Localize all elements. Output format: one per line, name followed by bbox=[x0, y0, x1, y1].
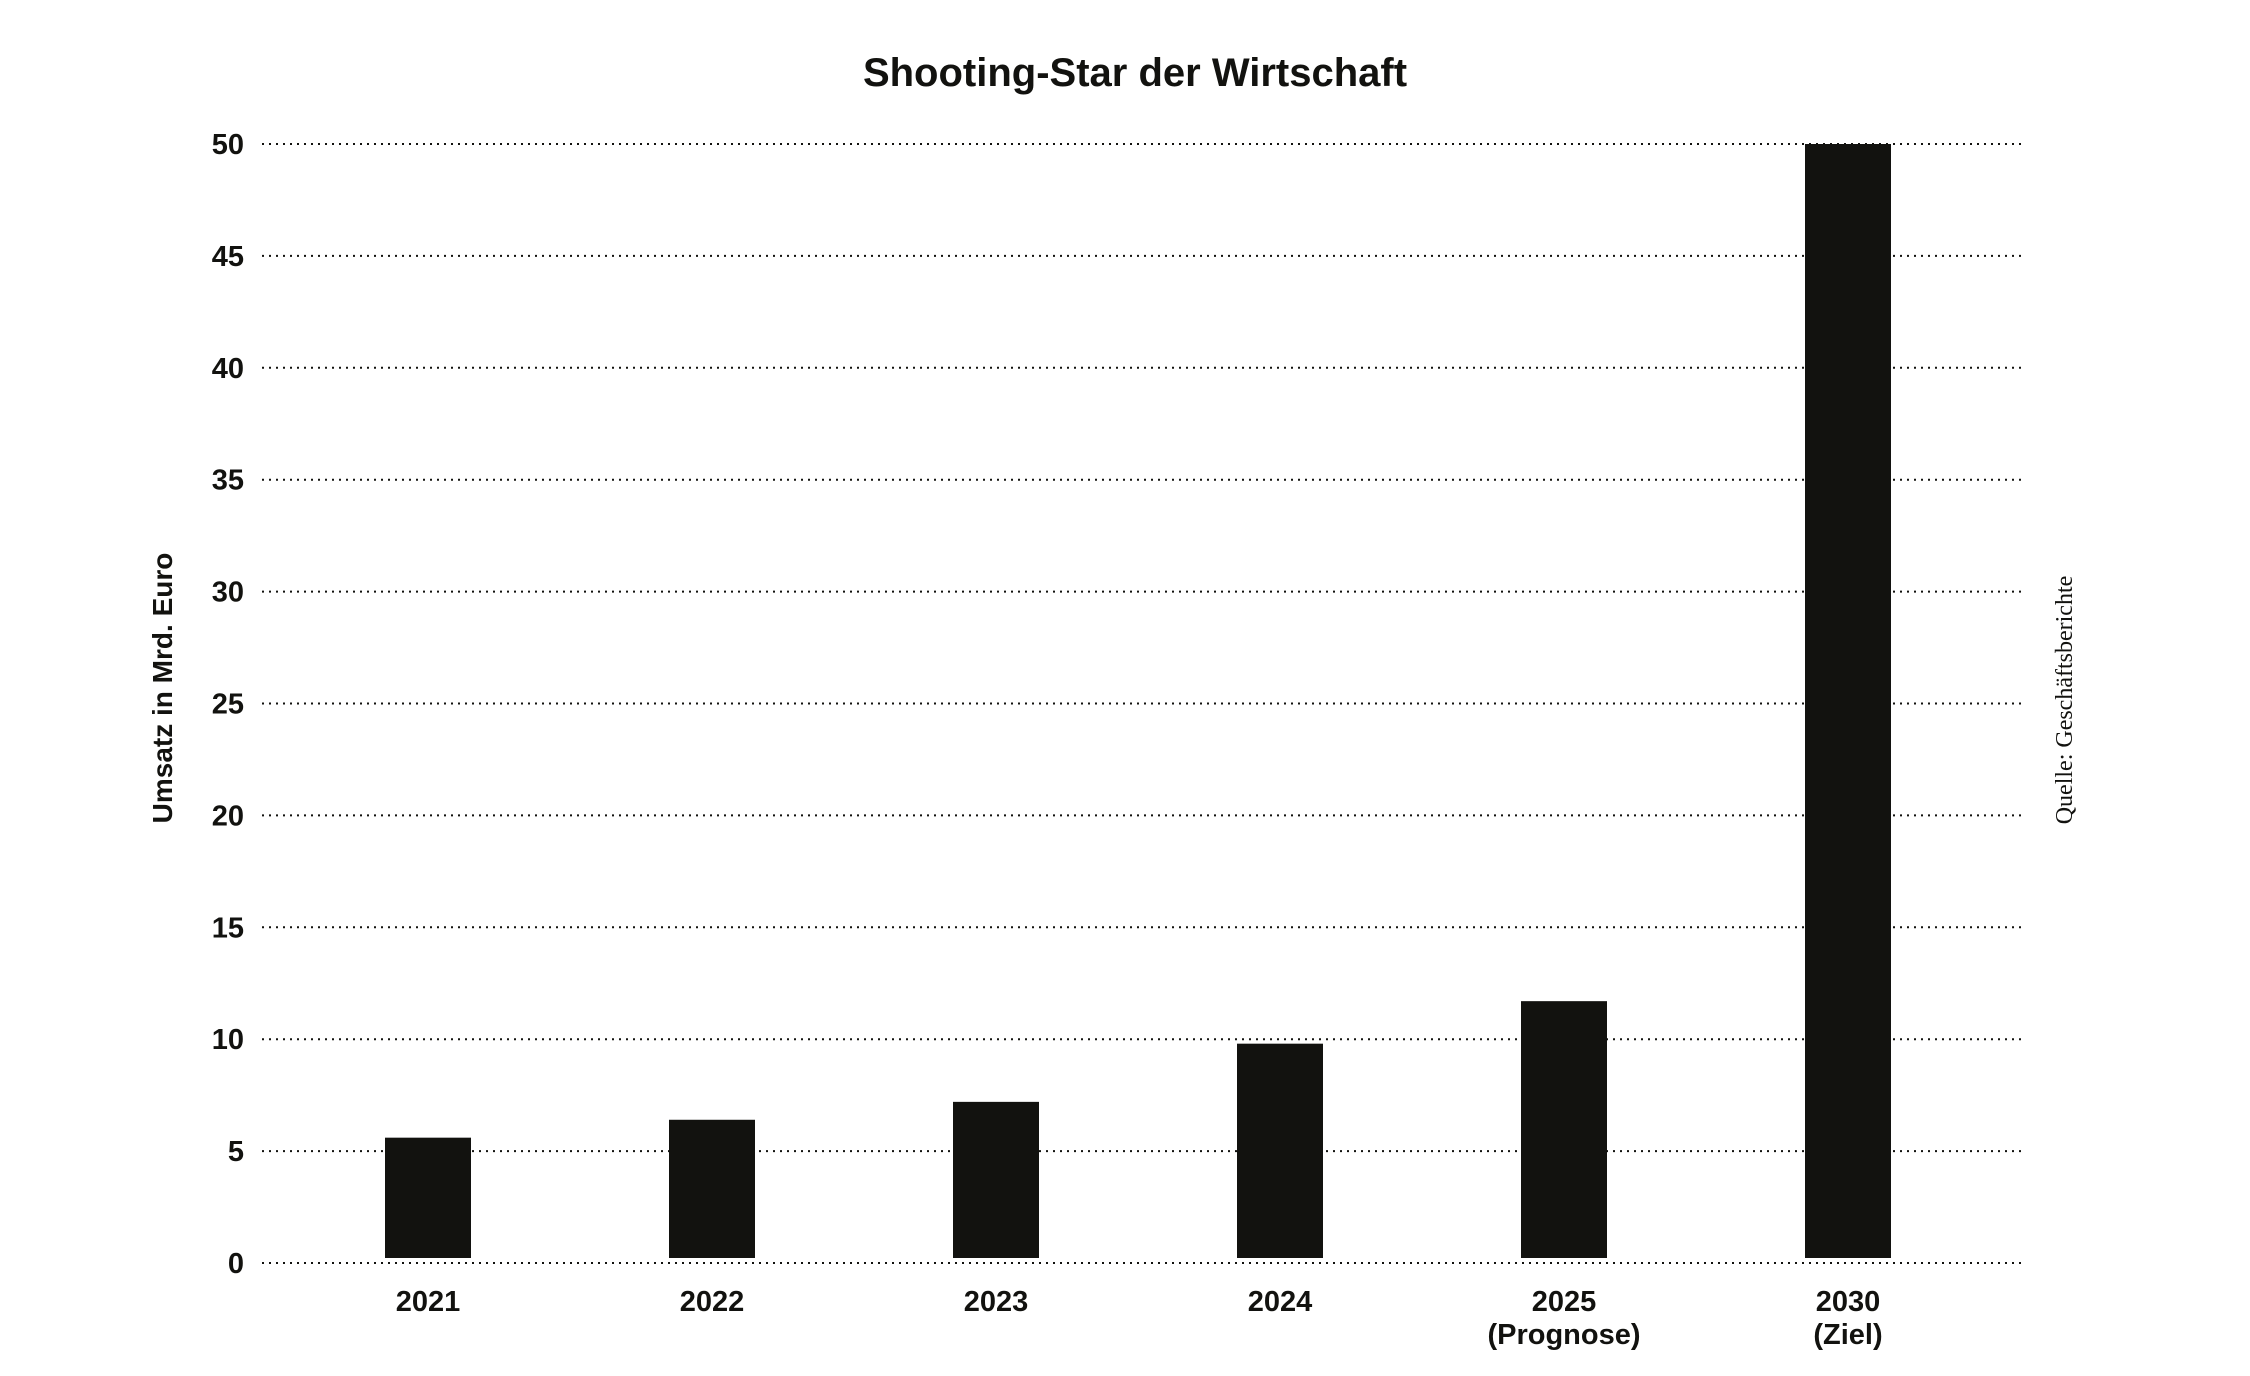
x-tick-sublabel: (Ziel) bbox=[1813, 1319, 1882, 1351]
x-axis-labels: 2021 2022 2023 2024 2025(Prognose) 2030(Ziel) bbox=[396, 1286, 1883, 1351]
bar-2023 bbox=[953, 1101, 1039, 1258]
x-tick-sublabel: (Prognose) bbox=[1487, 1319, 1640, 1351]
bar-2024 bbox=[1237, 1043, 1323, 1258]
x-tick-label: 2023 bbox=[964, 1286, 1029, 1318]
x-tick-label: 2025 bbox=[1532, 1286, 1597, 1318]
y-tick-label: 30 bbox=[212, 577, 244, 609]
bars bbox=[385, 144, 1891, 1258]
y-tick-label: 0 bbox=[228, 1248, 244, 1280]
x-tick-label: 2021 bbox=[396, 1286, 461, 1318]
source-note: Quelle: Geschäftsberichte bbox=[2052, 576, 2078, 825]
bar-2025 bbox=[1521, 1001, 1607, 1258]
x-tick-label: 2022 bbox=[680, 1286, 745, 1318]
y-tick-label: 15 bbox=[212, 912, 244, 944]
bar-2021 bbox=[385, 1137, 471, 1258]
y-tick-label: 35 bbox=[212, 465, 244, 497]
y-tick-label: 45 bbox=[212, 241, 244, 273]
y-axis-ticks: 0 5 10 15 20 25 30 35 40 45 50 bbox=[212, 129, 244, 1280]
gridlines bbox=[262, 143, 2025, 1264]
x-tick-label: 2024 bbox=[1248, 1286, 1313, 1318]
y-tick-label: 5 bbox=[228, 1136, 244, 1168]
y-tick-label: 10 bbox=[212, 1024, 244, 1056]
chart-title: Shooting-Star der Wirtschaft bbox=[863, 51, 1407, 95]
y-tick-label: 40 bbox=[212, 353, 244, 385]
y-axis-title: Umsatz in Mrd. Euro bbox=[147, 553, 178, 824]
x-tick-label: 2030 bbox=[1816, 1286, 1881, 1318]
bar-2030 bbox=[1805, 144, 1891, 1258]
y-tick-label: 25 bbox=[212, 689, 244, 721]
y-tick-label: 20 bbox=[212, 800, 244, 832]
bar-2022 bbox=[669, 1119, 755, 1258]
y-tick-label: 50 bbox=[212, 129, 244, 161]
